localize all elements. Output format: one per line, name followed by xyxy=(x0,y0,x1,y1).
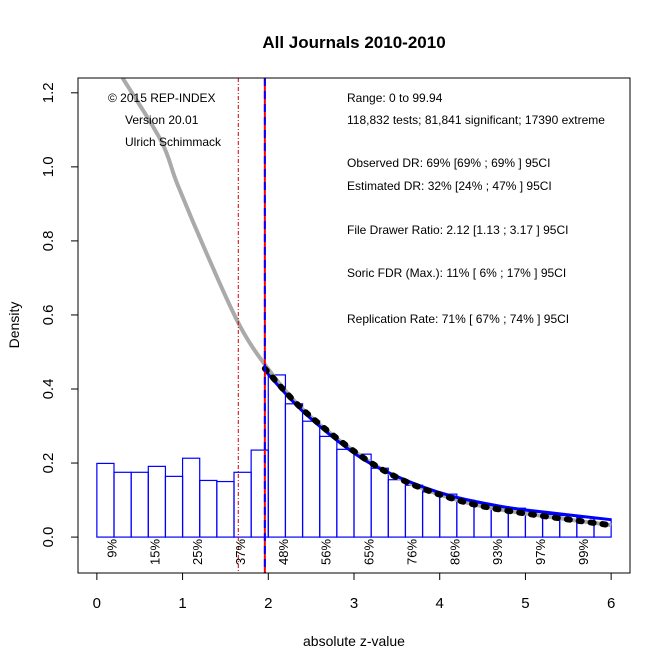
histogram-bar xyxy=(370,467,389,538)
y-tick-label: 0.2 xyxy=(40,453,57,474)
percent-label: 15% xyxy=(147,539,162,565)
stat-text: 118,832 tests; 81,841 significant; 17390… xyxy=(347,113,605,127)
histogram-bar xyxy=(353,453,372,538)
histogram-bar xyxy=(284,403,304,538)
percent-label: 9% xyxy=(104,539,119,558)
percent-label: 25% xyxy=(190,539,205,565)
percent-label: 99% xyxy=(576,539,591,565)
stat-text: Estimated DR: 32% [24% ; 47% ] 95CI xyxy=(347,179,552,193)
percent-label: 65% xyxy=(362,539,377,565)
histogram-bar xyxy=(96,462,115,538)
histogram-bar xyxy=(130,471,149,538)
stat-text: File Drawer Ratio: 2.12 [1.13 ; 3.17 ] 9… xyxy=(347,223,568,237)
credit-text: Ulrich Schimmack xyxy=(125,135,222,149)
x-tick-label: 1 xyxy=(178,595,186,612)
x-tick-label: 3 xyxy=(350,595,358,612)
x-tick-label: 4 xyxy=(436,595,444,612)
histogram-bar xyxy=(267,374,287,538)
histogram-bar xyxy=(387,479,407,538)
plot-frame xyxy=(77,77,631,574)
model-fit-curve xyxy=(261,365,615,529)
y-tick-label: 1.0 xyxy=(40,156,57,177)
histogram-bar xyxy=(336,448,355,538)
stat-text: Observed DR: 69% [69% ; 69% ] 95CI xyxy=(347,156,550,170)
percent-label: 97% xyxy=(533,539,548,565)
y-tick-label: 0.6 xyxy=(40,305,57,326)
observed-fit-curve xyxy=(263,369,612,522)
percent-label: 48% xyxy=(276,539,291,565)
histogram-bar xyxy=(113,471,132,538)
x-axis-label: absolute z-value xyxy=(303,633,405,649)
histogram-bar xyxy=(233,471,252,538)
percent-label: 56% xyxy=(319,539,334,565)
y-tick-label: 0.8 xyxy=(40,230,57,251)
percent-label: 37% xyxy=(233,539,248,565)
y-tick-label: 0.4 xyxy=(40,379,57,400)
histogram-bar xyxy=(181,457,201,538)
histogram-bar xyxy=(319,435,338,538)
histogram-bar xyxy=(147,465,167,538)
x-tick-label: 5 xyxy=(521,595,529,612)
percent-label: 86% xyxy=(447,539,462,565)
x-tick-label: 6 xyxy=(607,595,615,612)
x-tick-label: 0 xyxy=(93,595,101,612)
percent-label: 93% xyxy=(490,539,505,565)
curves-group xyxy=(120,78,615,529)
credit-text: © 2015 REP-INDEX xyxy=(108,91,216,105)
percent-label: 76% xyxy=(404,539,419,565)
stat-text: Replication Rate: 71% [ 67% ; 74% ] 95CI xyxy=(347,312,569,326)
histogram-bar xyxy=(421,491,441,538)
histogram-bar xyxy=(199,479,218,538)
credit-text: Version 20.01 xyxy=(125,113,199,127)
stat-text: Range: 0 to 99.94 xyxy=(347,91,443,105)
chart-title: All Journals 2010-2010 xyxy=(262,33,445,52)
y-tick-label: 0.0 xyxy=(40,527,57,548)
histogram-bar xyxy=(216,480,235,538)
histogram-bar xyxy=(301,420,321,538)
y-tick-label: 1.2 xyxy=(40,82,57,103)
histogram-bar xyxy=(404,484,424,538)
x-tick-label: 2 xyxy=(264,595,272,612)
histogram-bar xyxy=(164,475,184,538)
stat-text: Soric FDR (Max.): 11% [ 6% ; 17% ] 95CI xyxy=(347,266,566,280)
y-axis-label: Density xyxy=(6,302,22,349)
